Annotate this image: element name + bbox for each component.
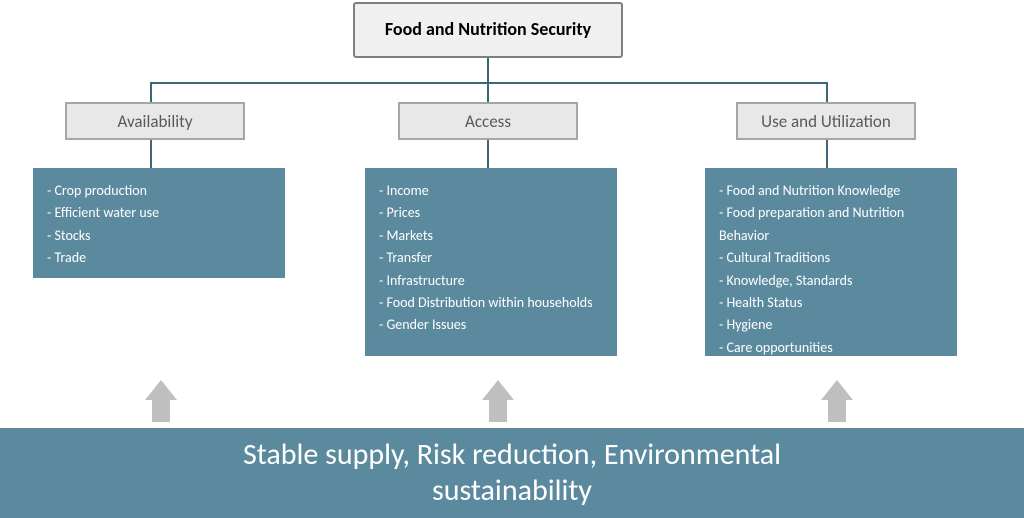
connector-leg-2 (487, 140, 489, 168)
up-arrow-icon (145, 380, 177, 422)
list-item: Income (379, 180, 603, 202)
list-item: Care opportunities (719, 337, 943, 359)
footer-label: Stable supply, Risk reduction, Environme… (202, 437, 822, 509)
up-arrow-icon (821, 380, 853, 422)
details-access: IncomePricesMarketsTransferInfrastructur… (365, 168, 617, 356)
footer-bar: Stable supply, Risk reduction, Environme… (0, 428, 1024, 518)
list-item: Infrastructure (379, 270, 603, 292)
list-item: Hygiene (719, 314, 943, 336)
list-item: Transfer (379, 247, 603, 269)
connector-drop-1 (150, 82, 152, 102)
up-arrow-icon (482, 380, 514, 422)
connector-leg-3 (826, 140, 828, 168)
list-item: Food preparation and Nutrition Behavior (719, 202, 943, 247)
list-item: Crop production (47, 180, 271, 202)
list-item: Gender Issues (379, 314, 603, 336)
list-item: Health Status (719, 292, 943, 314)
list-item: Knowledge, Standards (719, 270, 943, 292)
connector-hbar (150, 82, 828, 84)
details-availability: Crop productionEfficient water useStocks… (33, 168, 285, 278)
connector-drop-3 (826, 82, 828, 102)
root-label: Food and Nutrition Security (385, 19, 591, 41)
list-item: Cultural Traditions (719, 247, 943, 269)
pillar-availability: Availability (65, 102, 245, 140)
list-item: Markets (379, 225, 603, 247)
connector-drop-2 (487, 82, 489, 102)
connector-leg-1 (150, 140, 152, 168)
list-item: Food and Nutrition Knowledge (719, 180, 943, 202)
pillar-access: Access (398, 102, 578, 140)
root-node: Food and Nutrition Security (353, 2, 623, 58)
list-item: Food Distribution within households (379, 292, 603, 314)
connector-trunk (487, 58, 489, 82)
pillar-use: Use and Utilization (736, 102, 916, 140)
pillar-label: Availability (117, 111, 192, 132)
details-use: Food and Nutrition KnowledgeFood prepara… (705, 168, 957, 356)
pillar-label: Access (465, 111, 511, 132)
list-item: Efficient water use (47, 202, 271, 224)
list-item: Stocks (47, 225, 271, 247)
list-item: Trade (47, 247, 271, 269)
list-item: Prices (379, 202, 603, 224)
pillar-label: Use and Utilization (761, 111, 891, 132)
